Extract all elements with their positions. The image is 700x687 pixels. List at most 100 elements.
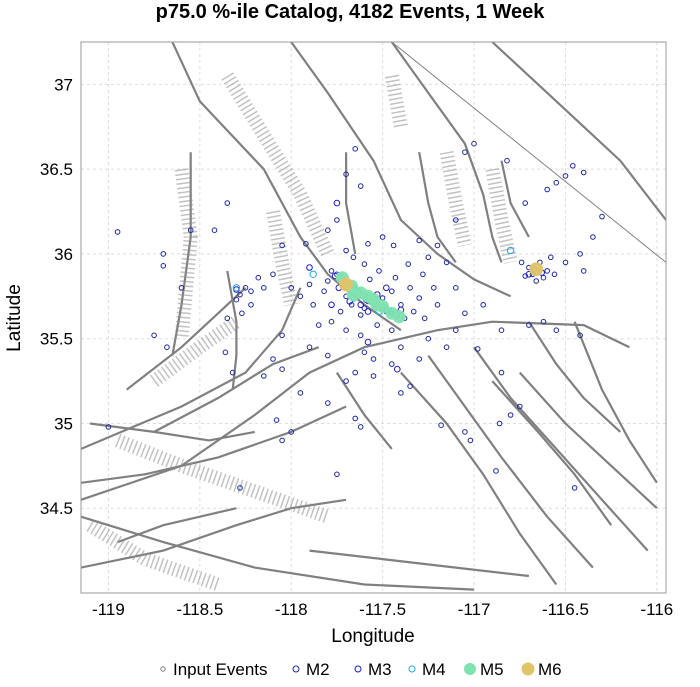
event-marker-m2: [325, 352, 331, 359]
event-marker-m5: [392, 310, 406, 324]
legend-marker: [160, 666, 166, 672]
event-marker-m2: [279, 242, 285, 249]
event-marker-m2: [270, 271, 276, 278]
event-marker-m2: [237, 485, 243, 491]
event-marker-m2: [480, 302, 487, 308]
event-marker-m2: [507, 412, 514, 418]
x-tick-label: -117: [458, 600, 491, 619]
event-marker-m2: [522, 273, 529, 279]
fault-line: [491, 380, 613, 526]
event-marker-m2: [315, 322, 322, 328]
event-marker-m6: [339, 277, 354, 292]
event-marker-m3: [364, 308, 372, 315]
chart-title: p75.0 %-ile Catalog, 4182 Events, 1 Week: [155, 1, 545, 23]
fault-line: [89, 422, 255, 442]
fault-line: [527, 321, 622, 433]
fault-line: [290, 42, 512, 298]
event-marker-m2: [467, 437, 474, 444]
fault-zone: [86, 519, 221, 592]
y-tick-label: 35: [54, 414, 73, 433]
event-marker-m2: [453, 217, 459, 223]
event-marker-m2: [548, 254, 554, 261]
legend-label: M4: [422, 660, 446, 679]
fault-line: [500, 160, 530, 238]
fault-line: [171, 42, 402, 332]
event-marker-m2: [325, 227, 331, 233]
fault-zone: [266, 210, 299, 307]
event-marker-m2: [438, 422, 444, 429]
event-marker-m2: [343, 171, 349, 177]
fault-zone: [439, 150, 472, 247]
fault-line: [427, 354, 594, 569]
event-marker-m2: [517, 403, 523, 410]
fault-line: [345, 152, 357, 255]
event-marker-m2: [343, 378, 349, 384]
event-marker-m2: [533, 278, 540, 284]
event-marker-m2: [343, 327, 349, 334]
fault-line: [81, 405, 347, 484]
event-marker-m2: [421, 315, 428, 322]
event-marker-m2: [279, 366, 285, 373]
event-marker-m2: [599, 213, 605, 220]
event-marker-m2: [306, 281, 313, 288]
event-marker-m2: [379, 234, 386, 240]
event-marker-m3: [394, 365, 401, 373]
event-marker-m2: [357, 312, 364, 318]
event-marker-m2: [416, 356, 423, 362]
event-marker-m2: [416, 295, 423, 301]
event-marker-m2: [443, 344, 450, 351]
legend-label: M3: [368, 660, 392, 679]
event-marker-m2: [352, 369, 359, 376]
y-axis-label: Latitude: [4, 284, 25, 352]
event-marker-m2: [389, 361, 395, 367]
event-marker-m2: [498, 369, 505, 376]
event-marker-m2: [361, 349, 368, 356]
fault-line: [491, 42, 666, 221]
event-marker-m2: [279, 437, 285, 444]
event-marker-m2: [325, 400, 331, 406]
event-marker-m2: [553, 179, 560, 186]
event-marker-m2: [328, 268, 335, 274]
event-marker-m2: [367, 276, 373, 283]
event-marker-m2: [570, 163, 576, 169]
event-marker-m2: [261, 285, 267, 291]
plot-frame: [80, 41, 667, 594]
event-marker-m2: [350, 254, 357, 261]
event-marker-m2: [248, 288, 254, 295]
event-marker-m2: [474, 346, 481, 352]
event-marker-m2: [325, 278, 331, 284]
fault-line: [335, 372, 393, 450]
grid: [81, 42, 666, 593]
event-marker-m3: [333, 199, 341, 207]
fault-line: [400, 371, 558, 586]
event-marker-m2: [398, 390, 404, 396]
fault-zone: [221, 72, 335, 257]
event-marker-m2: [407, 383, 413, 390]
event-marker-m2: [357, 332, 364, 339]
event-marker-m4: [309, 270, 317, 278]
legend-label: Input Events: [173, 660, 268, 679]
fault-line: [81, 515, 475, 591]
event-marker-m2: [270, 356, 276, 362]
event-marker-m2: [443, 259, 450, 266]
event-marker-m2: [518, 259, 525, 266]
event-marker-m2: [425, 254, 432, 261]
legend: Input Events M2 M3 M4 M5 M6: [160, 660, 562, 679]
event-marker-m2: [420, 271, 426, 278]
event-marker-m2: [370, 373, 377, 379]
legend-label: M6: [538, 660, 562, 679]
event-marker-m2: [357, 183, 364, 189]
event-marker-m2: [224, 315, 231, 322]
event-marker-m2: [462, 310, 468, 317]
x-tick-label: -118.5: [176, 600, 223, 619]
event-marker-m2: [239, 310, 245, 317]
legend-marker: [292, 665, 300, 673]
event-marker-m2: [151, 332, 157, 339]
event-marker-m2: [544, 186, 551, 193]
event-marker-m2: [248, 302, 254, 308]
event-marker-m2: [407, 285, 413, 291]
event-marker-m2: [361, 261, 368, 267]
event-marker-m2: [357, 424, 364, 430]
legend-marker: [408, 665, 416, 673]
event-marker-m2: [571, 485, 578, 491]
